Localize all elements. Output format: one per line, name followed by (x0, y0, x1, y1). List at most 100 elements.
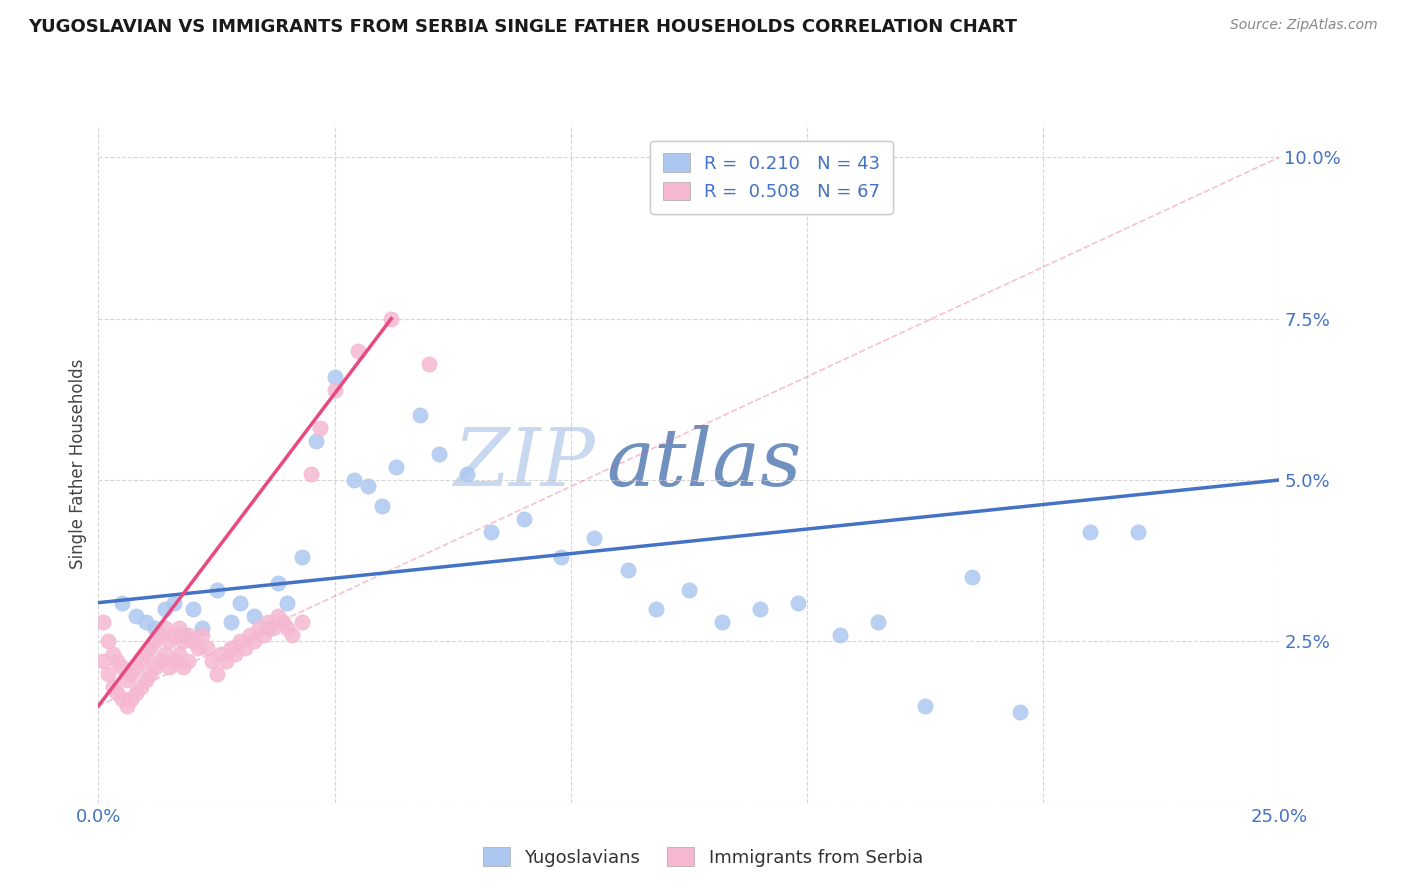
Point (229, 634, 252, 648)
Point (157, 634, 180, 648)
Point (243, 634, 266, 648)
Point (550, 550, 572, 565)
Point (149, 628, 172, 642)
Point (139, 640, 162, 655)
Point (143, 634, 166, 648)
Point (163, 628, 186, 642)
Point (135, 648, 157, 662)
Point (125, 660, 148, 674)
Point (644, 602, 666, 616)
Point (191, 628, 214, 642)
Point (267, 608, 290, 623)
Point (172, 634, 194, 648)
Point (153, 622, 176, 636)
Point (243, 608, 266, 623)
Point (229, 596, 252, 610)
Point (914, 698, 936, 713)
Point (479, 524, 502, 539)
Point (276, 622, 298, 636)
Point (380, 311, 402, 326)
Point (257, 615, 280, 629)
Point (149, 654, 172, 668)
Point (616, 563, 638, 577)
Point (239, 628, 262, 642)
Point (115, 698, 138, 713)
Point (91, 654, 114, 668)
Point (121, 666, 143, 681)
Point (163, 654, 186, 668)
Point (105, 654, 128, 668)
Point (1126, 524, 1149, 539)
Point (129, 680, 152, 694)
Point (111, 660, 134, 674)
Point (456, 467, 478, 481)
Point (125, 608, 148, 623)
Point (257, 622, 280, 636)
Point (347, 343, 370, 358)
Point (172, 660, 194, 674)
Point (191, 622, 214, 636)
Point (115, 673, 138, 687)
Text: Source: ZipAtlas.com: Source: ZipAtlas.com (1230, 18, 1378, 32)
Y-axis label: Single Father Households: Single Father Households (69, 359, 87, 569)
Point (830, 628, 852, 642)
Point (157, 660, 180, 674)
Point (177, 654, 200, 668)
Point (962, 570, 984, 584)
Point (418, 357, 440, 371)
Point (205, 666, 228, 681)
Point (267, 576, 290, 591)
Point (135, 615, 157, 629)
Point (1008, 706, 1031, 720)
Point (139, 666, 162, 681)
Point (201, 654, 224, 668)
Text: ZIP: ZIP (453, 425, 595, 502)
Legend: Yugoslavians, Immigrants from Serbia: Yugoslavians, Immigrants from Serbia (475, 840, 931, 874)
Point (105, 686, 128, 700)
Point (153, 602, 176, 616)
Point (233, 640, 256, 655)
Point (101, 648, 124, 662)
Point (195, 640, 218, 655)
Point (323, 383, 346, 397)
Point (181, 634, 204, 648)
Point (111, 596, 134, 610)
Point (309, 421, 332, 435)
Point (205, 582, 228, 597)
Text: YUGOSLAVIAN VS IMMIGRANTS FROM SERBIA SINGLE FATHER HOUSEHOLDS CORRELATION CHART: YUGOSLAVIAN VS IMMIGRANTS FROM SERBIA SI… (28, 18, 1017, 36)
Point (262, 622, 284, 636)
Point (163, 596, 186, 610)
Legend: R =  0.210   N = 43, R =  0.508   N = 67: R = 0.210 N = 43, R = 0.508 N = 67 (650, 141, 893, 214)
Point (271, 615, 294, 629)
Point (281, 628, 304, 642)
Text: atlas: atlas (606, 425, 801, 502)
Point (215, 654, 238, 668)
Point (187, 640, 209, 655)
Point (247, 622, 270, 636)
Point (97, 666, 120, 681)
Point (427, 447, 450, 461)
Point (385, 460, 408, 475)
Point (512, 512, 534, 526)
Point (167, 622, 190, 636)
Point (748, 602, 770, 616)
Point (357, 479, 380, 493)
Point (101, 680, 124, 694)
Point (97, 634, 120, 648)
Point (323, 369, 346, 384)
Point (167, 648, 190, 662)
Point (129, 654, 152, 668)
Point (408, 409, 430, 423)
Point (224, 648, 246, 662)
Point (342, 473, 364, 487)
Point (143, 622, 166, 636)
Point (125, 686, 148, 700)
Point (678, 582, 700, 597)
Point (172, 628, 194, 642)
Point (866, 615, 889, 629)
Point (786, 596, 808, 610)
Point (290, 550, 312, 565)
Point (583, 531, 606, 545)
Point (1080, 524, 1102, 539)
Point (181, 602, 204, 616)
